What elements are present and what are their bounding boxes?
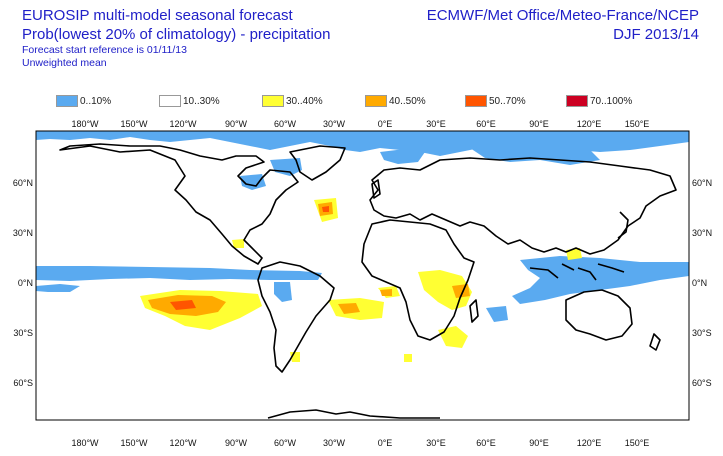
season-text: DJF 2013/14 bbox=[613, 26, 699, 43]
legend-item: 0..10% bbox=[56, 94, 111, 108]
legend-swatch bbox=[465, 95, 487, 107]
legend-item: 70..100% bbox=[566, 94, 632, 108]
lat-label: 60°N bbox=[692, 178, 712, 188]
legend-label: 40..50% bbox=[389, 95, 426, 107]
lon-label: 90°W bbox=[225, 119, 248, 129]
longitude-ticks-bottom: 180°W 150°W 120°W 90°W 60°W 30°W 0°E 30°… bbox=[71, 438, 649, 448]
maritime-low-prob-area bbox=[36, 284, 80, 292]
africa-coast bbox=[361, 219, 475, 341]
legend-swatch bbox=[159, 95, 181, 107]
australia-coast bbox=[565, 289, 633, 341]
lon-label: 120°E bbox=[577, 438, 602, 448]
lon-label: 150°E bbox=[625, 119, 650, 129]
indian-ocean-low-prob-area bbox=[486, 306, 508, 322]
north-atlantic-50-70-area bbox=[322, 206, 329, 212]
lat-label: 0°N bbox=[18, 278, 33, 288]
small-30-40-area bbox=[232, 239, 244, 248]
lon-label: 180°W bbox=[71, 119, 99, 129]
lon-label: 120°W bbox=[169, 119, 197, 129]
arctic-low-prob-area bbox=[380, 149, 425, 164]
greenland-coast bbox=[289, 145, 346, 181]
legend-item: 10..30% bbox=[159, 94, 220, 108]
lon-label: 90°E bbox=[529, 438, 549, 448]
legend-swatch bbox=[365, 95, 387, 107]
lon-label: 90°E bbox=[529, 119, 549, 129]
legend-swatch bbox=[566, 95, 588, 107]
lon-label: 120°E bbox=[577, 119, 602, 129]
map-title: EUROSIP multi-model seasonal forecast bbox=[22, 7, 293, 24]
lon-label: 150°W bbox=[120, 438, 148, 448]
legend-item: 40..50% bbox=[365, 94, 426, 108]
uk-coast bbox=[371, 179, 381, 199]
antarctica-coast bbox=[267, 409, 440, 419]
lon-label: 60°E bbox=[476, 438, 496, 448]
japan-coast bbox=[617, 211, 629, 239]
south-america-low-prob-area bbox=[274, 282, 292, 302]
longitude-ticks-top: 180°W 150°W 120°W 90°W 60°W 30°W 0°E 30°… bbox=[71, 119, 649, 129]
lat-label: 30°S bbox=[13, 328, 33, 338]
legend-label: 10..30% bbox=[183, 95, 220, 107]
small-40-50-area bbox=[380, 289, 392, 296]
south-america-coast bbox=[257, 261, 335, 373]
legend-label: 0..10% bbox=[80, 95, 112, 107]
lon-label: 30°W bbox=[323, 438, 346, 448]
southern-africa-30-40-area bbox=[438, 326, 468, 348]
source-block: ECMWF/Met Office/Meteo-France/NCEP DJF 2… bbox=[427, 6, 699, 44]
legend-label: 70..100% bbox=[590, 95, 633, 107]
new-zealand-coast bbox=[649, 333, 661, 351]
legend-label: 50..70% bbox=[489, 95, 526, 107]
legend-item: 50..70% bbox=[465, 94, 526, 108]
lon-label: 30°E bbox=[426, 119, 446, 129]
legend-label: 30..40% bbox=[286, 95, 323, 107]
small-30-40-area bbox=[404, 354, 412, 362]
maritime-low-prob-area bbox=[512, 256, 689, 304]
lat-label: 60°N bbox=[13, 178, 33, 188]
source-text: ECMWF/Met Office/Meteo-France/NCEP bbox=[426, 7, 699, 24]
legend-swatch bbox=[262, 95, 284, 107]
lat-label: 30°S bbox=[692, 328, 712, 338]
lat-label: 0°N bbox=[692, 278, 707, 288]
lon-label: 60°W bbox=[274, 438, 297, 448]
pacific-50-70-area bbox=[170, 300, 196, 310]
indonesia-coast bbox=[529, 263, 625, 281]
lon-label: 0°E bbox=[378, 438, 393, 448]
hudson-low-prob-area bbox=[240, 174, 266, 190]
atlantic-40-50-area bbox=[338, 303, 360, 314]
lon-label: 150°E bbox=[625, 438, 650, 448]
north-america-coast bbox=[59, 143, 299, 265]
legend-item: 30..40% bbox=[262, 94, 323, 108]
map-subtitle: Prob(lowest 20% of climatology) - precip… bbox=[22, 26, 331, 43]
madagascar-coast bbox=[469, 299, 479, 323]
latitude-ticks-left: 60°N 30°N 0°N 30°S 60°S bbox=[13, 178, 33, 388]
mean-type: Unweighted mean bbox=[22, 57, 107, 69]
lat-label: 60°S bbox=[692, 378, 712, 388]
lon-label: 60°W bbox=[274, 119, 297, 129]
lon-label: 90°W bbox=[225, 438, 248, 448]
map-frame bbox=[35, 130, 690, 421]
lon-label: 30°E bbox=[426, 438, 446, 448]
lat-label: 30°N bbox=[692, 228, 712, 238]
lon-label: 150°W bbox=[120, 119, 148, 129]
lat-label: 30°N bbox=[13, 228, 33, 238]
lon-label: 30°W bbox=[323, 119, 346, 129]
forecast-reference: Forecast start reference is 01/11/13 bbox=[22, 44, 187, 56]
lon-label: 60°E bbox=[476, 119, 496, 129]
title-block: EUROSIP multi-model seasonal forecast Pr… bbox=[22, 6, 330, 70]
coastlines bbox=[59, 143, 677, 419]
latitude-ticks-right: 60°N 30°N 0°N 30°S 60°S bbox=[692, 178, 712, 388]
pacific-low-prob-band bbox=[36, 266, 322, 281]
lon-label: 180°W bbox=[71, 438, 99, 448]
eurasia-coast bbox=[369, 157, 677, 255]
lat-label: 60°S bbox=[13, 378, 33, 388]
lon-label: 0°E bbox=[378, 119, 393, 129]
lon-label: 120°W bbox=[169, 438, 197, 448]
legend-swatch bbox=[56, 95, 78, 107]
